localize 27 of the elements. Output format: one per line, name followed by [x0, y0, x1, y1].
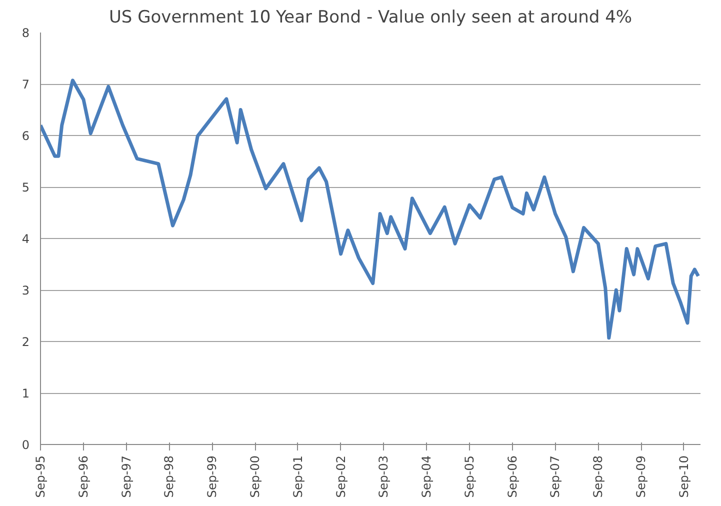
x-tick-label: Sep-97 [119, 456, 134, 498]
x-tick-label: Sep-09 [634, 456, 648, 498]
y-tick-label: 2 [22, 335, 30, 349]
x-tick-label: Sep-07 [548, 456, 562, 498]
x-tick-label: Sep-99 [205, 456, 220, 498]
x-tick-label: Sep-02 [334, 456, 348, 498]
x-tick-label: Sep-04 [420, 456, 434, 498]
y-tick-label: 1 [22, 386, 30, 400]
x-tick-label: Sep-10 [676, 456, 691, 498]
x-tick-label: Sep-01 [290, 456, 305, 498]
x-tick-label: Sep-96 [76, 456, 90, 498]
y-tick-label: 0 [22, 438, 30, 452]
x-tick-label: Sep-98 [162, 456, 176, 498]
y-tick-label: 4 [22, 232, 30, 246]
y-tick-label: 3 [22, 284, 30, 298]
line-series [40, 78, 700, 340]
y-tick-label: 5 [22, 180, 30, 194]
x-tick-label: Sep-03 [376, 456, 391, 498]
y-tick-label: 6 [22, 129, 30, 143]
y-tick-label: 8 [22, 26, 30, 40]
x-tick-label: Sep-05 [462, 456, 476, 498]
chart-title: US Government 10 Year Bond - Value only seen at around 4% [108, 8, 632, 28]
x-tick-label: Sep-00 [248, 456, 262, 498]
y-tick-label: 7 [22, 78, 30, 92]
x-tick-label: Sep-08 [591, 456, 606, 498]
x-tick-label: Sep-06 [505, 456, 520, 498]
x-tick-label: Sep-95 [34, 456, 48, 498]
